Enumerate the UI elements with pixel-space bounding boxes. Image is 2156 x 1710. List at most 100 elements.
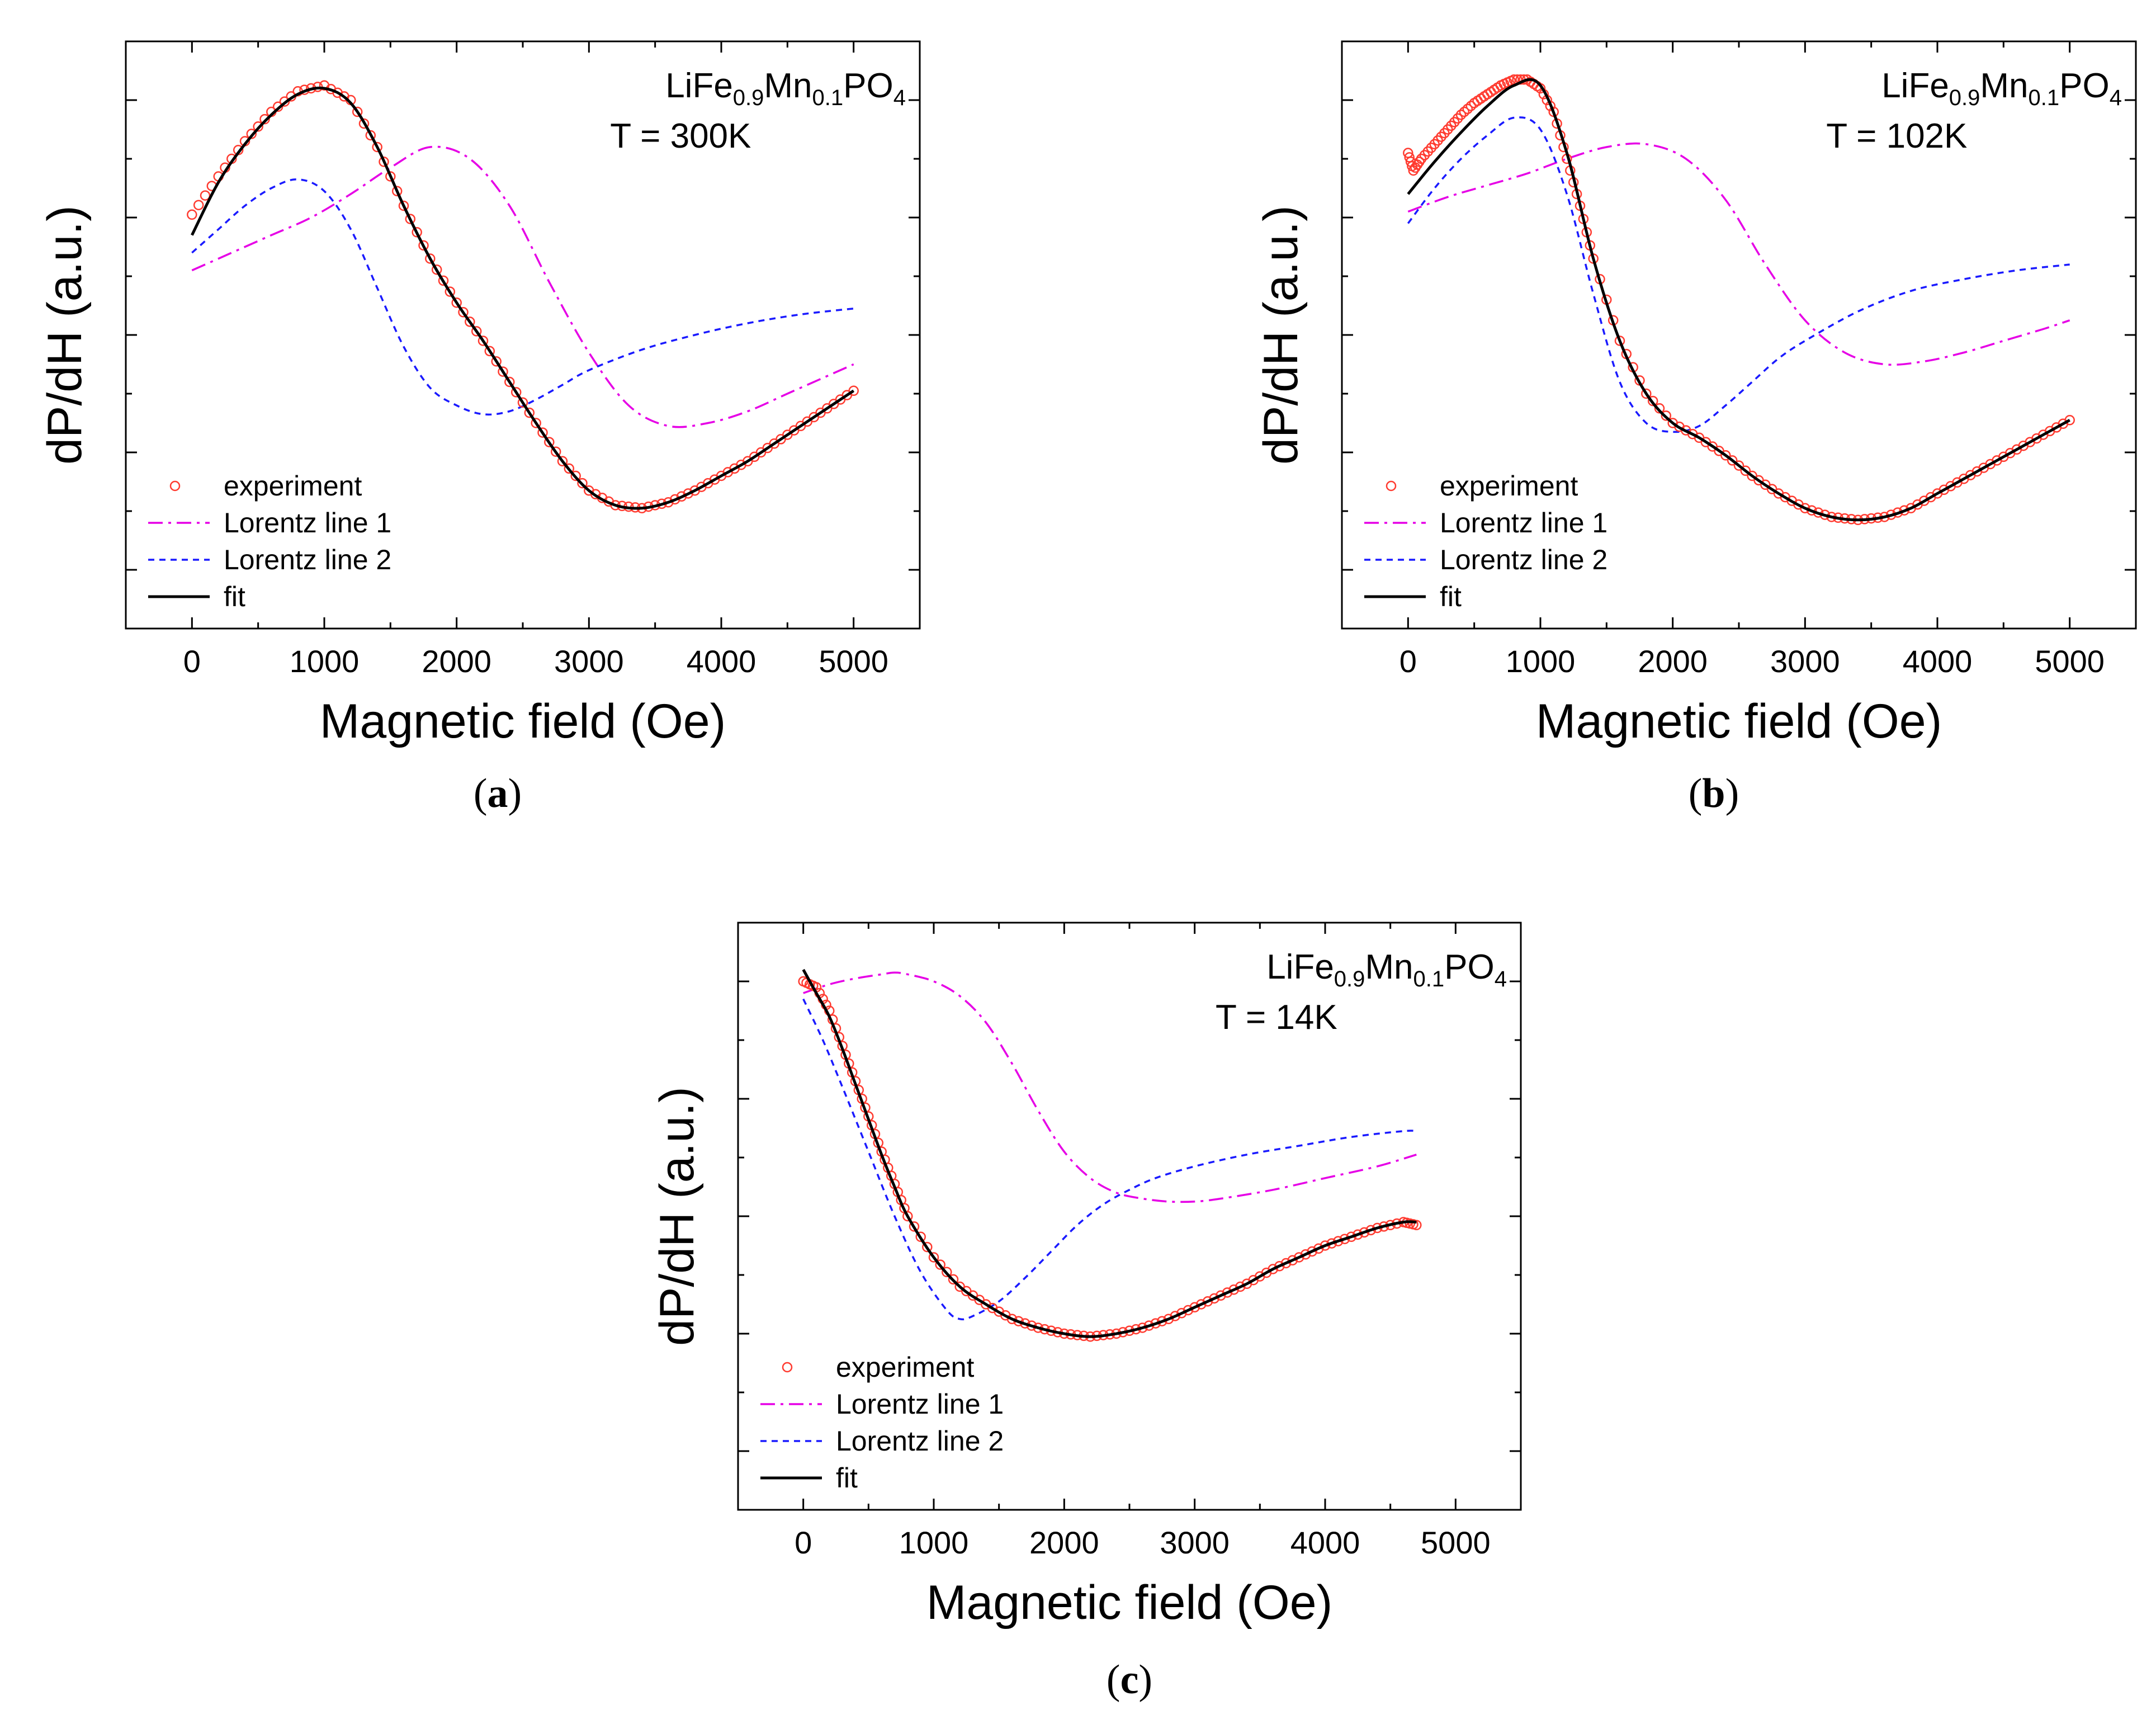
experiment-point xyxy=(683,488,694,499)
caption-paren: ( xyxy=(1689,771,1703,816)
experiment-point xyxy=(385,171,396,182)
experiment-point xyxy=(352,106,363,117)
x-tick-label: 3000 xyxy=(1770,644,1840,679)
experiment-point xyxy=(537,427,548,438)
x-tick-label: 3000 xyxy=(554,644,624,679)
experiment-point xyxy=(935,1259,945,1270)
experiment-point xyxy=(948,1274,959,1285)
experiment-point xyxy=(550,446,561,457)
x-tick-label: 5000 xyxy=(819,644,888,679)
experiment-point xyxy=(1411,1220,1422,1231)
experiment-point xyxy=(1176,1308,1187,1319)
x-tick-label: 0 xyxy=(795,1525,812,1560)
experiment-point xyxy=(504,376,515,388)
legend-label: fit xyxy=(836,1462,858,1494)
experiment-point xyxy=(1740,465,1751,476)
experiment-point xyxy=(398,200,409,211)
experiment-point xyxy=(193,200,204,210)
experiment-point xyxy=(259,114,270,125)
experiment-point xyxy=(1614,336,1625,346)
formula-subscript: 0.1 xyxy=(2029,86,2060,110)
y-axis-label: dP/dH (a.u.) xyxy=(650,1087,704,1346)
caption-paren: ( xyxy=(474,771,488,816)
experiment-point xyxy=(1006,1314,1018,1325)
experiment-point xyxy=(1727,455,1738,466)
formula-part: PO xyxy=(1444,948,1495,986)
caption-paren: ) xyxy=(1725,771,1739,816)
experiment-point xyxy=(915,1231,926,1243)
experiment-point xyxy=(517,397,528,408)
experiment-point xyxy=(200,190,211,201)
experiment-point xyxy=(1280,1258,1292,1269)
formula-subscript: 0.9 xyxy=(733,86,764,110)
experiment-point xyxy=(465,317,475,327)
x-axis-label: Magnetic field (Oe) xyxy=(1536,695,1942,748)
legend-label: experiment xyxy=(224,470,362,502)
panel-caption: (b) xyxy=(1689,771,1739,816)
experiment-point xyxy=(1353,1229,1363,1240)
x-tick-label: 2000 xyxy=(1029,1525,1099,1560)
caption-letter: a xyxy=(488,771,508,816)
experiment-point xyxy=(391,186,403,197)
experiment-point xyxy=(902,1211,913,1222)
experiment-point xyxy=(498,366,508,377)
experiment-point xyxy=(1228,1284,1239,1295)
x-tick-label: 4000 xyxy=(1290,1525,1360,1560)
panel-caption: (a) xyxy=(474,771,522,816)
experiment-point xyxy=(922,1241,933,1253)
experiment-point xyxy=(412,227,422,238)
experiment-point xyxy=(1307,1246,1317,1257)
experiment-point xyxy=(451,297,462,308)
compound-formula: LiFe0.9Mn0.1PO4 xyxy=(665,67,906,110)
experiment-point xyxy=(187,209,197,220)
experiment-point xyxy=(1163,1314,1174,1325)
caption-paren: ( xyxy=(1107,1657,1120,1703)
chart-panel-a: 0 1000 2000 3000 4000 5000 Magnetic field (Oe)… xyxy=(38,40,921,816)
experiment-point xyxy=(928,1252,939,1263)
experiment-point xyxy=(564,463,575,474)
legend-label: Lorentz line 2 xyxy=(224,544,391,575)
series-lorentz-1-line xyxy=(1407,142,2070,366)
experiment-point xyxy=(1235,1281,1246,1292)
plot-area xyxy=(187,80,859,514)
compound-formula: LiFe0.9Mn0.1PO4 xyxy=(1881,67,2122,110)
experiment-point xyxy=(491,356,502,367)
experiment-point xyxy=(477,336,489,346)
caption-letter: c xyxy=(1120,1657,1139,1703)
legend-swatch-experiment xyxy=(1386,480,1397,492)
experiment-point xyxy=(531,418,541,428)
experiment-point xyxy=(1647,395,1658,407)
experiment-point xyxy=(1313,1243,1324,1254)
experiment-point xyxy=(431,264,442,275)
experiment-point xyxy=(1641,388,1652,399)
experiment-point xyxy=(1800,503,1810,514)
temperature-label: T = 14K xyxy=(1216,998,1337,1037)
legend-label: experiment xyxy=(836,1352,974,1383)
experiment-point xyxy=(1733,460,1744,471)
x-tick-label: 2000 xyxy=(1638,644,1708,679)
experiment-point xyxy=(1287,1255,1298,1266)
experiment-point xyxy=(484,346,495,357)
caption-paren: ) xyxy=(508,771,522,816)
x-tick-label: 1000 xyxy=(290,644,360,679)
y-axis-label: dP/dH (a.u.) xyxy=(38,205,92,465)
experiment-point xyxy=(358,118,370,129)
legend-swatch-experiment xyxy=(169,480,181,492)
experiment-point xyxy=(1170,1311,1180,1321)
formula-subscript: 0.1 xyxy=(1413,967,1445,991)
experiment-point xyxy=(246,129,257,139)
legend-label: experiment xyxy=(1440,470,1578,502)
x-tick-label: 2000 xyxy=(422,644,491,679)
experiment-point xyxy=(365,130,376,141)
experiment-point xyxy=(1202,1296,1213,1307)
legend-swatch-experiment xyxy=(782,1362,793,1373)
formula-part: Mn xyxy=(764,67,812,105)
experiment-point xyxy=(1300,1249,1311,1260)
formula-part: PO xyxy=(2059,67,2110,105)
y-axis-label: dP/dH (a.u.) xyxy=(1254,205,1308,465)
x-tick-label: 0 xyxy=(1399,644,1417,679)
experiment-point xyxy=(418,240,429,251)
experiment-point xyxy=(510,387,522,398)
